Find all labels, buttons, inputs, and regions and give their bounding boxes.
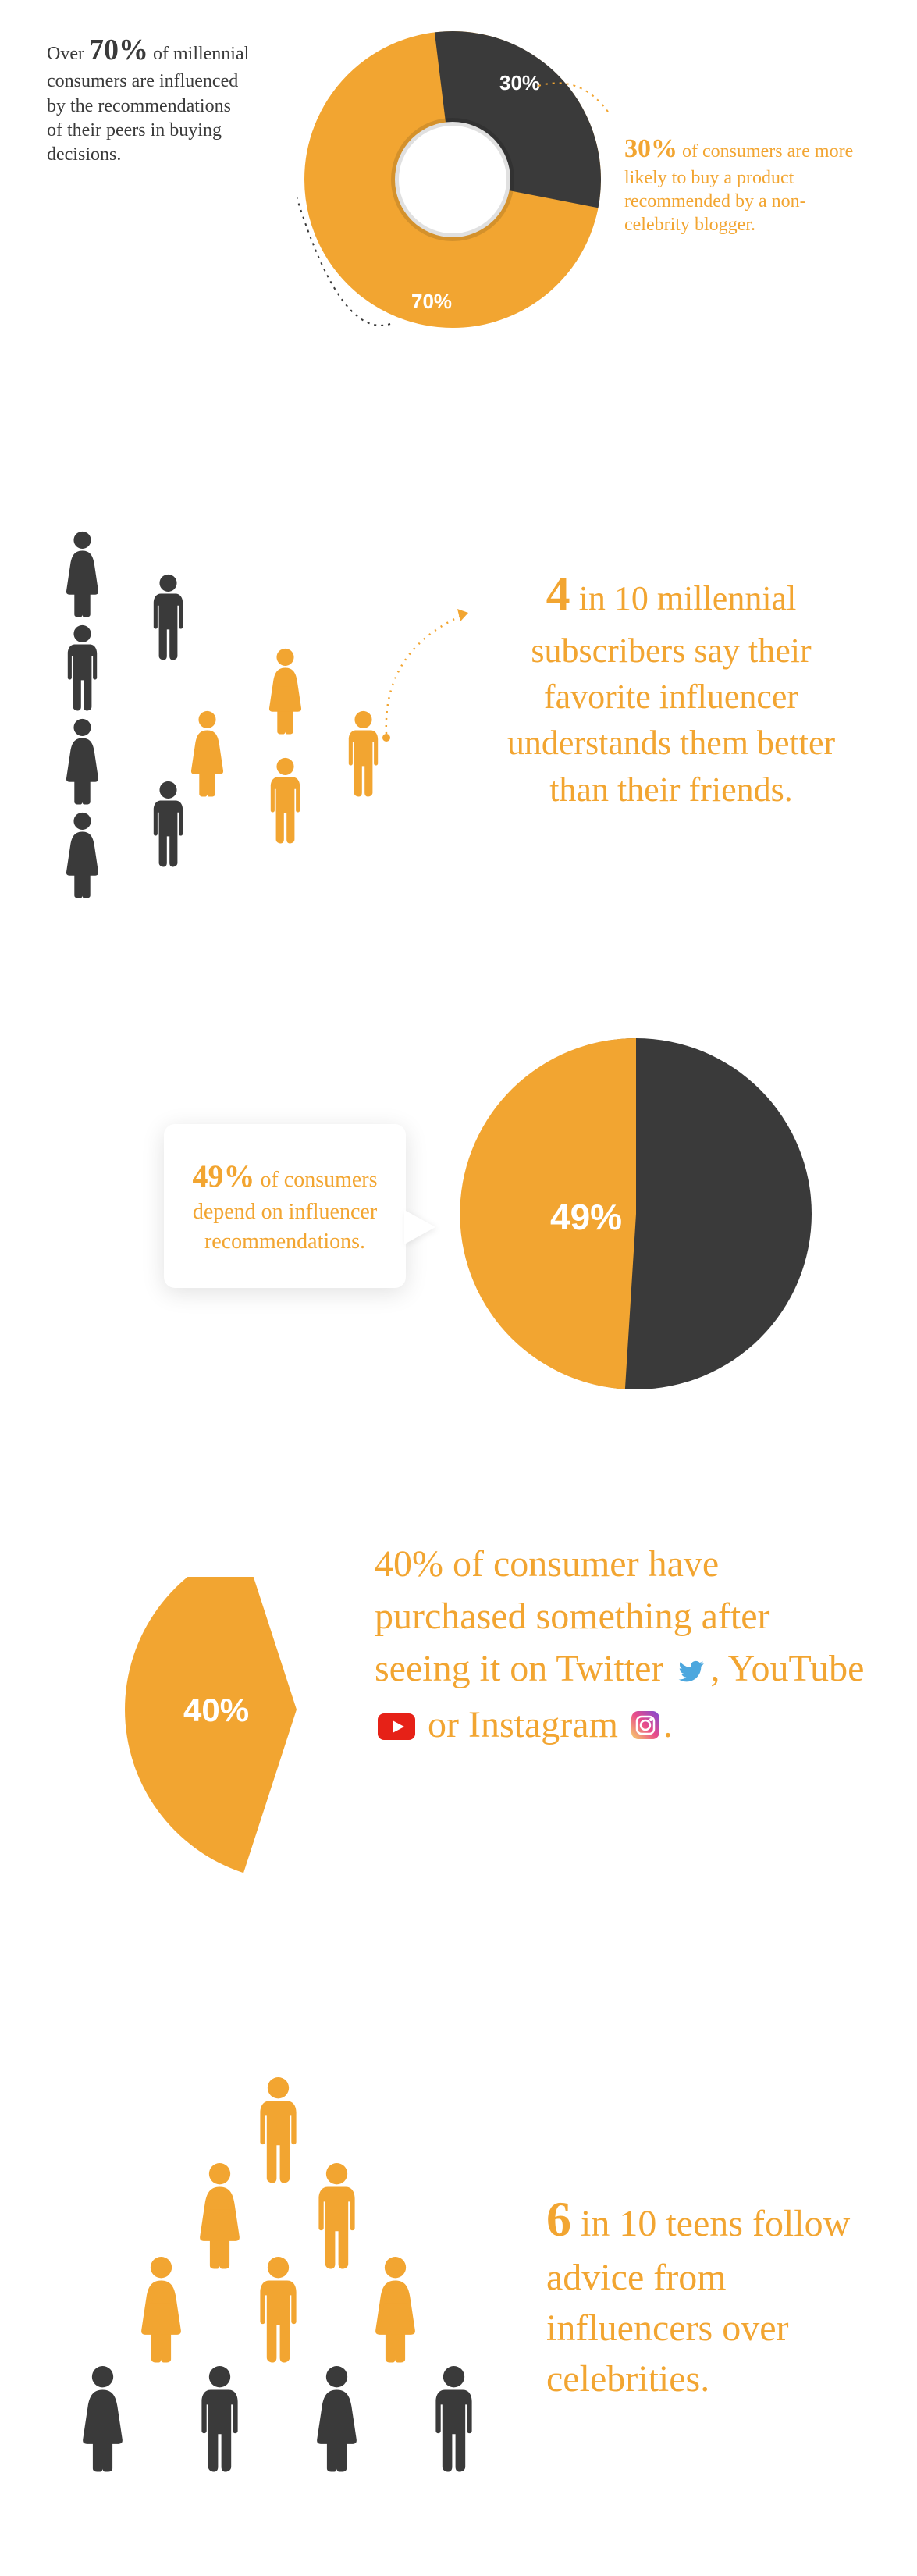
person-female-icon bbox=[371, 2256, 420, 2367]
pie-slice-40: 40% bbox=[62, 1577, 351, 1909]
person-male-icon bbox=[312, 2162, 361, 2273]
youtube-icon bbox=[378, 1702, 415, 1754]
person-female-icon bbox=[62, 812, 102, 902]
section-slice-40: 40% 40% of consumer have purchased somet… bbox=[47, 1530, 870, 1952]
person-female-icon bbox=[78, 2365, 127, 2476]
slice-label-40: 40% bbox=[183, 1692, 249, 1728]
person-female-icon bbox=[312, 2365, 361, 2476]
person-female-icon bbox=[62, 531, 102, 621]
instagram-icon bbox=[631, 1702, 660, 1754]
person-male-icon bbox=[148, 574, 188, 664]
person-female-icon bbox=[137, 2256, 186, 2367]
donut-label-70: 70% bbox=[411, 290, 452, 313]
section-donut: Over 70% of millennial consumers are inf… bbox=[47, 31, 870, 390]
pie-label-49: 49% bbox=[550, 1197, 622, 1237]
section-6in10: 6 in 10 teens follow advice from influen… bbox=[47, 2076, 870, 2514]
stat-4in10-text: 4 in 10 millennial subscribers say their… bbox=[476, 562, 866, 813]
person-male-icon bbox=[195, 2365, 244, 2476]
person-male-icon bbox=[148, 781, 188, 871]
person-female-icon bbox=[62, 718, 102, 809]
person-male-icon bbox=[265, 757, 305, 848]
twitter-icon bbox=[676, 1646, 707, 1699]
stat-4: 4 bbox=[546, 568, 570, 621]
stat-6in10-text: 6 in 10 teens follow advice from influen… bbox=[546, 2186, 890, 2405]
donut-caption-left: Over 70% of millennial consumers are inf… bbox=[47, 31, 250, 167]
people-icons-group bbox=[62, 531, 414, 906]
callout-tail bbox=[404, 1210, 435, 1244]
donut-label-30: 30% bbox=[499, 71, 540, 94]
section-4in10: 4 in 10 millennial subscribers say their… bbox=[47, 515, 870, 906]
text: , YouTube bbox=[710, 1648, 864, 1689]
pie-chart-49: 49% bbox=[453, 1030, 819, 1401]
text: . bbox=[663, 1704, 673, 1745]
person-male-icon bbox=[62, 624, 102, 715]
stat-30: 30% bbox=[624, 134, 677, 163]
person-male-icon bbox=[429, 2365, 478, 2476]
stat-40-text: 40% of consumer have purchased something… bbox=[375, 1538, 874, 1755]
person-female-icon bbox=[187, 710, 227, 801]
person-male-icon bbox=[254, 2256, 303, 2367]
stat-49: 49% bbox=[192, 1158, 254, 1194]
person-female-icon bbox=[265, 648, 305, 738]
text: in 10 teens follow advice from influence… bbox=[546, 2203, 850, 2400]
person-female-icon bbox=[195, 2162, 244, 2273]
text: Over bbox=[47, 44, 89, 64]
pie-49-callout: 49% of consumers depend on influencer re… bbox=[164, 1124, 406, 1288]
donut-caption-right: 30% of consumers are more likely to buy … bbox=[624, 133, 858, 237]
people-icons-group bbox=[78, 2076, 515, 2498]
person-male-icon bbox=[254, 2076, 303, 2187]
stat-6: 6 bbox=[546, 2191, 571, 2247]
text: or Instagram bbox=[418, 1704, 618, 1745]
donut-chart: 30% 70% bbox=[297, 16, 609, 363]
stat-70: 70% bbox=[89, 34, 148, 66]
section-pie-49: 49% 49% of consumers depend on influence… bbox=[47, 1030, 870, 1405]
